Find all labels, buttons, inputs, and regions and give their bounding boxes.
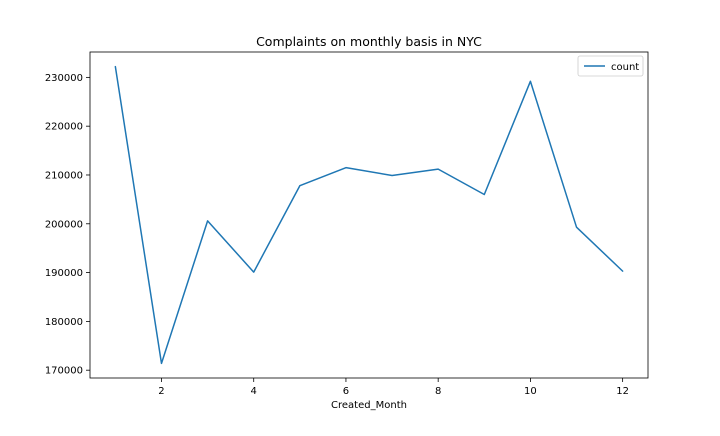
x-axis-label: Created_Month [331, 400, 407, 411]
data-point [484, 194, 485, 195]
data-point [299, 185, 300, 186]
y-tick-label: 170000 [45, 366, 83, 377]
y-tick-label: 180000 [45, 317, 83, 328]
x-tick-label: 12 [616, 386, 629, 397]
y-tick-label: 200000 [45, 219, 83, 230]
legend: count [577, 55, 644, 77]
plot-area: 2 4 6 8 10 12 170000 180000 190000 200000 210000 2… [45, 51, 649, 397]
x-axis: 2 4 6 8 10 12 [158, 378, 629, 397]
series-layer [114, 65, 624, 365]
x-tick-label: 8 [435, 386, 441, 397]
y-tick-label: 190000 [45, 268, 83, 279]
data-point [622, 271, 623, 272]
data-point [530, 81, 531, 82]
data-point [345, 167, 346, 168]
x-tick-label: 10 [524, 386, 537, 397]
data-point [438, 169, 439, 170]
y-axis: 170000 180000 190000 200000 210000 220000 2300… [45, 73, 90, 377]
series-line-count [114, 65, 624, 365]
data-point [391, 175, 392, 176]
chart-title: Complaints on monthly basis in NYC [256, 34, 482, 49]
y-tick-label: 210000 [45, 170, 83, 181]
y-tick-label: 220000 [45, 122, 83, 133]
data-point [253, 271, 254, 272]
data-point [161, 363, 162, 364]
data-point [207, 220, 208, 221]
plot-frame [89, 51, 649, 379]
x-tick-label: 4 [251, 386, 257, 397]
data-point [576, 227, 577, 228]
x-tick-label: 2 [158, 386, 164, 397]
data-point [115, 66, 116, 67]
y-tick-label: 230000 [45, 73, 83, 84]
legend-label: count [611, 62, 639, 73]
legend-box [577, 55, 644, 77]
x-tick-label: 6 [343, 386, 349, 397]
